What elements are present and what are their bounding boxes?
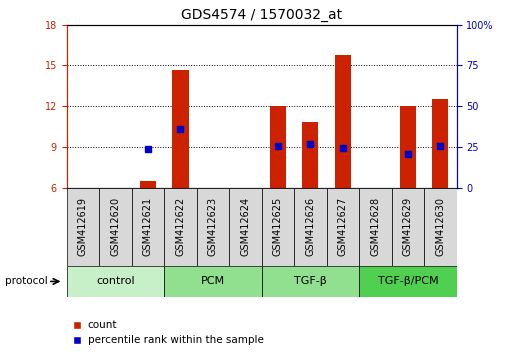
Bar: [164, 266, 262, 297]
Bar: [262, 266, 359, 297]
Bar: [270, 106, 286, 188]
Bar: [294, 188, 327, 266]
Bar: [432, 99, 448, 188]
Text: GSM412624: GSM412624: [241, 197, 250, 256]
Bar: [132, 188, 164, 266]
Bar: [99, 188, 132, 266]
Text: GSM412628: GSM412628: [370, 197, 380, 256]
Bar: [67, 188, 99, 266]
Text: control: control: [96, 276, 135, 286]
Bar: [391, 188, 424, 266]
Text: GSM412625: GSM412625: [273, 197, 283, 256]
Text: GSM412620: GSM412620: [110, 197, 121, 256]
Legend: count, percentile rank within the sample: count, percentile rank within the sample: [72, 320, 263, 346]
Bar: [334, 55, 351, 188]
Text: TGF-β/PCM: TGF-β/PCM: [378, 276, 438, 286]
Text: GSM412623: GSM412623: [208, 197, 218, 256]
Bar: [172, 70, 188, 188]
Bar: [400, 106, 416, 188]
Text: TGF-β: TGF-β: [294, 276, 327, 286]
Bar: [140, 181, 156, 188]
Title: GDS4574 / 1570032_at: GDS4574 / 1570032_at: [181, 8, 342, 22]
Text: GSM412627: GSM412627: [338, 197, 348, 256]
Text: GSM412629: GSM412629: [403, 197, 413, 256]
Bar: [196, 188, 229, 266]
Bar: [67, 266, 164, 297]
Text: GSM412622: GSM412622: [175, 197, 185, 256]
Text: GSM412619: GSM412619: [78, 197, 88, 256]
Text: protocol: protocol: [5, 276, 48, 286]
Text: PCM: PCM: [201, 276, 225, 286]
Bar: [359, 188, 391, 266]
Bar: [229, 188, 262, 266]
Text: GSM412621: GSM412621: [143, 197, 153, 256]
Text: GSM412626: GSM412626: [305, 197, 315, 256]
Bar: [262, 188, 294, 266]
Bar: [327, 188, 359, 266]
Bar: [424, 188, 457, 266]
Bar: [302, 122, 319, 188]
Bar: [164, 188, 196, 266]
Text: GSM412630: GSM412630: [436, 197, 445, 256]
Bar: [359, 266, 457, 297]
